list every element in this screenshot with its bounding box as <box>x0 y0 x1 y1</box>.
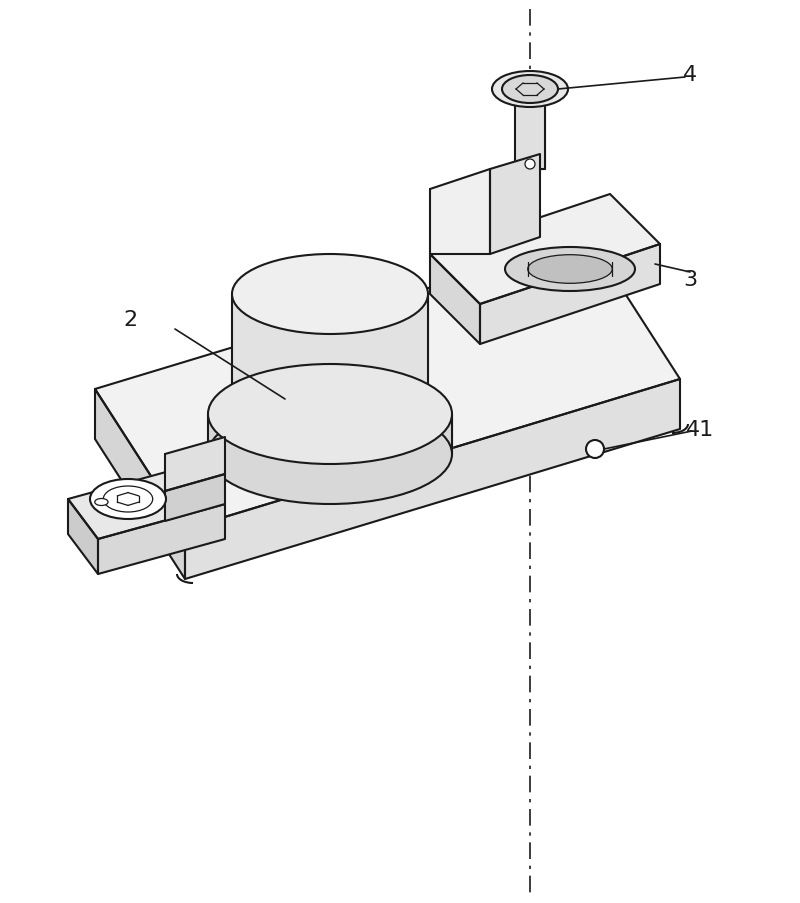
Polygon shape <box>208 414 452 454</box>
Ellipse shape <box>502 76 558 104</box>
Text: 4: 4 <box>683 65 697 85</box>
Text: 2: 2 <box>123 310 137 330</box>
Ellipse shape <box>505 247 635 292</box>
Polygon shape <box>95 239 680 529</box>
Polygon shape <box>98 505 225 574</box>
Circle shape <box>525 160 535 170</box>
Polygon shape <box>430 195 660 304</box>
Text: 3: 3 <box>683 270 697 290</box>
Polygon shape <box>68 464 225 539</box>
Polygon shape <box>430 255 480 345</box>
Polygon shape <box>185 379 680 580</box>
Ellipse shape <box>492 72 568 107</box>
Ellipse shape <box>208 405 452 505</box>
Polygon shape <box>490 154 540 255</box>
Polygon shape <box>68 499 98 574</box>
Ellipse shape <box>90 479 166 519</box>
Polygon shape <box>95 389 185 580</box>
Polygon shape <box>165 474 225 521</box>
Ellipse shape <box>208 365 452 464</box>
Ellipse shape <box>94 499 108 506</box>
Text: 41: 41 <box>686 420 714 440</box>
Ellipse shape <box>232 375 428 454</box>
Ellipse shape <box>103 487 153 512</box>
Polygon shape <box>430 170 490 255</box>
Polygon shape <box>232 294 428 414</box>
Ellipse shape <box>528 256 612 284</box>
Circle shape <box>586 441 604 459</box>
Polygon shape <box>515 104 545 170</box>
Polygon shape <box>480 245 660 345</box>
Ellipse shape <box>232 255 428 335</box>
Polygon shape <box>165 438 225 491</box>
